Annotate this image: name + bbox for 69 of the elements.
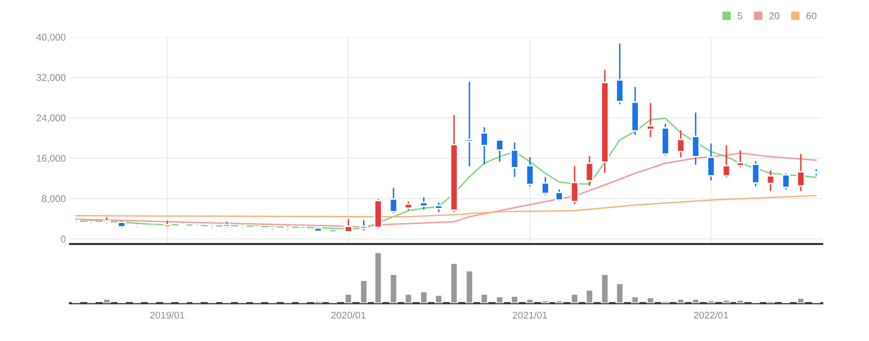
candlestick xyxy=(736,150,744,168)
y-tick-label: 0 xyxy=(60,236,66,243)
bar xyxy=(646,296,655,304)
candlestick xyxy=(555,189,564,202)
bar xyxy=(706,300,716,304)
x-tick-label: 2019/01 xyxy=(150,311,184,319)
bar xyxy=(314,300,322,304)
candlestick xyxy=(796,154,805,192)
candlestick xyxy=(360,220,368,231)
bar xyxy=(736,299,744,304)
candlestick xyxy=(752,161,760,187)
bar xyxy=(630,296,640,304)
y-tick-label: 8,000 xyxy=(42,195,66,204)
candlestick xyxy=(782,173,790,190)
bar xyxy=(676,298,685,304)
candlestick xyxy=(496,138,504,162)
candlestick xyxy=(676,130,685,158)
bar xyxy=(555,300,564,304)
bar xyxy=(510,295,519,304)
candlestick xyxy=(570,166,579,204)
bar xyxy=(465,270,474,304)
x-tick-label: 2022/01 xyxy=(694,311,728,319)
candlestick xyxy=(722,145,731,178)
candlestick xyxy=(480,127,488,164)
x-tick-label: 2020/01 xyxy=(331,311,366,319)
candlestick xyxy=(344,219,353,233)
bar xyxy=(796,297,805,304)
bar xyxy=(722,299,731,304)
bar xyxy=(374,252,382,304)
bar xyxy=(344,293,353,304)
candlestick xyxy=(706,143,716,181)
candlestick xyxy=(616,43,624,104)
candlestick xyxy=(420,197,428,210)
bar xyxy=(420,290,428,304)
bar xyxy=(404,293,413,304)
bar xyxy=(766,300,775,304)
y-tick-label: 24,000 xyxy=(36,114,66,123)
legend-label: 5 xyxy=(738,12,742,20)
candlestick xyxy=(585,156,594,186)
bar xyxy=(102,298,111,304)
y-tick-label: 16,000 xyxy=(36,154,66,163)
candlestick xyxy=(646,102,655,138)
bar xyxy=(434,294,443,304)
bar xyxy=(496,296,504,304)
y-tick-label: 32,000 xyxy=(36,74,66,82)
candlestick xyxy=(389,188,398,214)
bar xyxy=(526,298,534,304)
candlestick xyxy=(465,82,474,166)
candlestick xyxy=(510,142,519,178)
bar xyxy=(616,282,624,304)
legend-label: 20 xyxy=(769,12,780,20)
bar xyxy=(450,262,458,304)
candlestick xyxy=(526,156,534,187)
candlestick xyxy=(691,112,700,165)
bar xyxy=(480,293,488,304)
y-tick-label: 40,000 xyxy=(36,34,66,42)
legend-label: 60 xyxy=(806,12,816,20)
candlestick xyxy=(766,170,775,192)
candlestick xyxy=(541,177,550,196)
bar xyxy=(585,289,594,304)
bar xyxy=(360,280,368,304)
bar xyxy=(389,274,398,304)
bar xyxy=(541,300,550,304)
bar xyxy=(661,300,670,304)
line-series xyxy=(75,194,817,218)
bar xyxy=(600,274,610,304)
x-tick-label: 2021/01 xyxy=(512,311,548,319)
bar xyxy=(570,293,579,304)
bar xyxy=(691,298,700,304)
